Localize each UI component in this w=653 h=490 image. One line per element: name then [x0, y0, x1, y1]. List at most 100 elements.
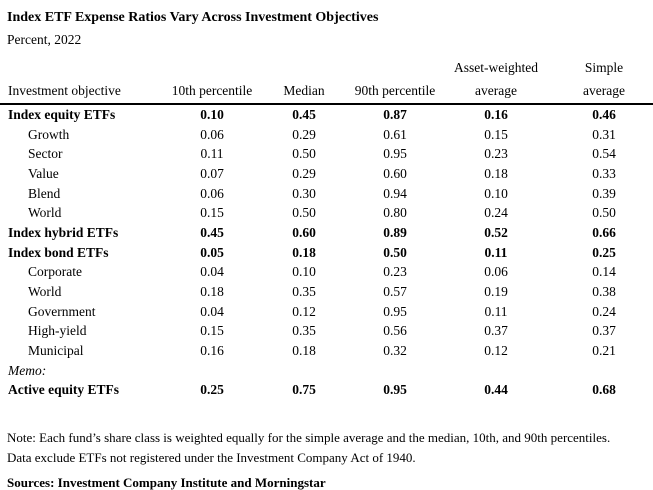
value-cell: 0.33 — [592, 165, 616, 181]
value-cell: 0.06 — [484, 264, 508, 280]
value-cell — [554, 361, 653, 381]
table-row: Index equity ETFs 0.10 0.45 0.87 0.16 0.46 — [0, 104, 653, 125]
value-cell: 0.15 — [200, 323, 224, 339]
row-label: Sector — [28, 146, 63, 162]
value-cell: 0.50 — [292, 205, 316, 221]
header-cell-p10: 10th percentile — [168, 56, 256, 105]
value-cell: 0.80 — [383, 205, 407, 221]
note-text: Note: Each fund’s share class is weighte… — [7, 428, 653, 468]
value-cell: 0.45 — [200, 224, 224, 240]
table-row: Corporate 0.04 0.10 0.23 0.06 0.14 — [0, 262, 653, 282]
value-cell: 0.06 — [200, 185, 224, 201]
row-label: Index hybrid ETFs — [8, 224, 119, 240]
value-cell: 0.11 — [200, 146, 224, 162]
value-cell: 0.31 — [592, 126, 616, 142]
figure-subtitle: Percent, 2022 — [7, 32, 82, 47]
row-label: Active equity ETFs — [8, 382, 119, 398]
value-cell: 0.04 — [200, 264, 224, 280]
table-row: High-yield 0.15 0.35 0.56 0.37 0.37 — [0, 321, 653, 341]
value-cell: 0.16 — [200, 342, 224, 358]
value-cell — [256, 361, 352, 381]
value-cell: 0.18 — [484, 165, 508, 181]
value-cell: 0.18 — [292, 244, 316, 260]
value-cell: 0.60 — [292, 224, 316, 240]
value-cell: 0.39 — [592, 185, 616, 201]
header-cell-objective: Investment objective — [0, 56, 168, 105]
table-row: Growth 0.06 0.29 0.61 0.15 0.31 — [0, 125, 653, 145]
value-cell: 0.50 — [383, 244, 407, 260]
row-label: Municipal — [28, 342, 84, 358]
value-cell: 0.07 — [200, 165, 224, 181]
value-cell: 0.23 — [383, 264, 407, 280]
table-row: Index hybrid ETFs 0.45 0.60 0.89 0.52 0.66 — [0, 223, 653, 243]
value-cell: 0.52 — [484, 224, 508, 240]
value-cell: 0.66 — [592, 224, 616, 240]
row-label: Memo: — [8, 362, 47, 378]
value-cell: 0.29 — [292, 165, 316, 181]
row-label: Index bond ETFs — [8, 244, 109, 260]
header-cell-p90: 90th percentile — [352, 56, 438, 105]
value-cell: 0.94 — [383, 185, 407, 201]
value-cell: 0.44 — [484, 382, 508, 398]
value-cell: 0.56 — [383, 323, 407, 339]
value-cell: 0.15 — [200, 205, 224, 221]
value-cell: 0.04 — [200, 303, 224, 319]
value-cell: 0.30 — [292, 185, 316, 201]
value-cell: 0.50 — [592, 205, 616, 221]
value-cell — [168, 361, 256, 381]
value-cell: 0.18 — [200, 283, 224, 299]
value-cell: 0.15 — [484, 126, 508, 142]
note-line-2: Data exclude ETFs not registered under t… — [7, 449, 416, 465]
value-cell: 0.24 — [484, 205, 508, 221]
figure-title: Index ETF Expense Ratios Vary Across Inv… — [7, 10, 379, 25]
table-row: Sector 0.11 0.50 0.95 0.23 0.54 — [0, 144, 653, 164]
value-cell: 0.29 — [292, 126, 316, 142]
value-cell: 0.57 — [383, 283, 407, 299]
table-row: Active equity ETFs 0.25 0.75 0.95 0.44 0.68 — [0, 380, 653, 400]
value-cell: 0.75 — [292, 382, 316, 398]
value-cell: 0.35 — [292, 323, 316, 339]
table-row: Value 0.07 0.29 0.60 0.18 0.33 — [0, 164, 653, 184]
value-cell: 0.24 — [592, 303, 616, 319]
value-cell: 0.95 — [383, 146, 407, 162]
value-cell: 0.25 — [200, 382, 224, 398]
value-cell: 0.61 — [383, 126, 407, 142]
table-row: Memo: — [0, 361, 653, 381]
row-label: World — [28, 205, 62, 221]
value-cell: 0.95 — [383, 382, 407, 398]
table-row: World 0.15 0.50 0.80 0.24 0.50 — [0, 203, 653, 223]
value-cell: 0.60 — [383, 165, 407, 181]
header-cell-simple: Simple average — [554, 56, 653, 105]
value-cell: 0.12 — [292, 303, 316, 319]
note-line-1: Note: Each fund’s share class is weighte… — [7, 429, 611, 445]
value-cell: 0.54 — [592, 146, 616, 162]
sources-text: Sources: Investment Company Institute an… — [7, 474, 326, 490]
value-cell: 0.68 — [592, 382, 616, 398]
value-cell: 0.14 — [592, 264, 616, 280]
value-cell: 0.16 — [484, 107, 508, 122]
value-cell: 0.12 — [484, 342, 508, 358]
row-label: Corporate — [28, 264, 82, 280]
row-label: Index equity ETFs — [8, 107, 116, 122]
value-cell: 0.46 — [592, 107, 616, 122]
row-label: High-yield — [28, 323, 87, 339]
value-cell: 0.89 — [383, 224, 407, 240]
value-cell: 0.05 — [200, 244, 224, 260]
value-cell: 0.95 — [383, 303, 407, 319]
row-label: Value — [28, 165, 59, 181]
table-header: Investment objective 10th percentile Media… — [0, 56, 653, 105]
value-cell: 0.21 — [592, 342, 616, 358]
value-cell: 0.11 — [484, 244, 508, 260]
row-label: World — [28, 283, 62, 299]
value-cell: 0.10 — [484, 185, 508, 201]
value-cell: 0.32 — [383, 342, 407, 358]
header-cell-median: Median — [256, 56, 352, 105]
row-label: Growth — [28, 126, 70, 142]
value-cell: 0.50 — [292, 146, 316, 162]
value-cell: 0.35 — [292, 283, 316, 299]
table-row: Government 0.04 0.12 0.95 0.11 0.24 — [0, 302, 653, 322]
value-cell: 0.45 — [292, 107, 316, 122]
value-cell: 0.37 — [592, 323, 616, 339]
table-header-row: Investment objective 10th percentile Media… — [0, 56, 653, 105]
row-label: Government — [28, 303, 96, 319]
